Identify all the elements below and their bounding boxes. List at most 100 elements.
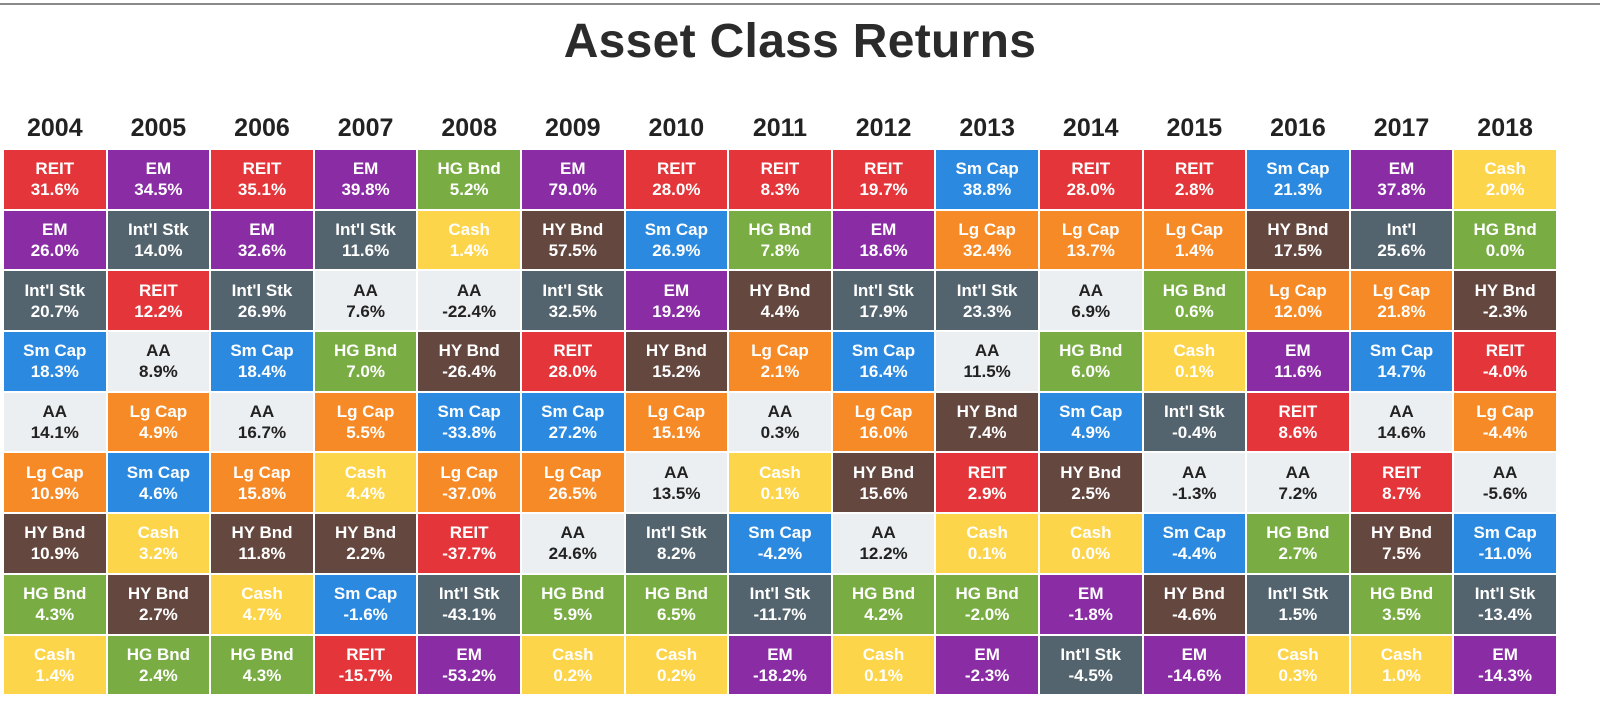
asset-label: Lg Cap <box>233 462 291 482</box>
asset-label: REIT <box>139 280 178 300</box>
asset-label: EM <box>1492 644 1518 664</box>
return-cell: Cash 0.2% <box>520 634 625 696</box>
return-cell: Cash 1.4% <box>417 209 521 271</box>
asset-label: REIT <box>760 159 800 179</box>
return-cell: AA 7.6% <box>313 270 418 332</box>
asset-label: Lg Cap <box>1372 280 1431 300</box>
return-cell: HY Bnd 10.9% <box>3 513 107 574</box>
return-cell: HY Bnd -26.4% <box>417 331 521 392</box>
year-header: 2017 <box>1373 114 1430 142</box>
return-value: 6.9% <box>1071 301 1111 321</box>
return-cell: AA 6.9% <box>1038 270 1143 332</box>
asset-label: EM <box>42 220 68 240</box>
return-value: 8.7% <box>1382 483 1421 503</box>
return-value: -14.3% <box>1478 665 1533 685</box>
return-value: 19.7% <box>859 180 908 200</box>
asset-label: Sm Cap <box>541 402 605 422</box>
return-value: 34.5% <box>134 180 183 200</box>
year-header: 2018 <box>1477 114 1533 142</box>
year-header: 2006 <box>234 114 290 142</box>
asset-label: EM <box>767 644 793 664</box>
asset-label: HG Bnd <box>1059 341 1123 361</box>
return-value: 13.7% <box>1066 241 1115 261</box>
return-value: -26.4% <box>442 362 497 382</box>
return-value: 12.2% <box>859 544 908 564</box>
return-value: -37.0% <box>442 483 497 503</box>
asset-label: Lg Cap <box>1061 220 1120 240</box>
return-value: 32.5% <box>548 301 597 321</box>
return-value: 8.9% <box>139 362 178 382</box>
return-value: 24.6% <box>548 544 597 564</box>
asset-label: Lg Cap <box>958 220 1016 240</box>
asset-label: REIT <box>967 462 1007 482</box>
return-cell: Int'l Stk 26.9% <box>210 270 314 332</box>
asset-label: HG Bnd <box>955 584 1019 604</box>
asset-label: AA <box>1492 462 1518 482</box>
return-cell: REIT 31.6% <box>3 149 107 210</box>
return-value: 4.9% <box>139 423 178 443</box>
asset-label: Sm Cap <box>748 523 812 543</box>
return-value: 4.6% <box>139 483 178 503</box>
return-value: 0.1% <box>967 544 1007 564</box>
return-cell: REIT 8.7% <box>1349 452 1454 514</box>
return-cell: Cash 1.0% <box>1349 634 1454 696</box>
asset-label: EM <box>1181 644 1208 664</box>
return-value: 17.9% <box>859 301 908 321</box>
asset-label: HG Bnd <box>230 644 294 664</box>
asset-label: Lg Cap <box>1165 220 1224 240</box>
return-cell: REIT -37.7% <box>417 513 521 574</box>
return-cell: Sm Cap -4.2% <box>728 513 832 574</box>
asset-label: REIT <box>553 341 593 361</box>
return-cell: HG Bnd 0.6% <box>1142 270 1247 332</box>
asset-label: HY Bnd <box>645 341 707 361</box>
return-value: 7.5% <box>1382 544 1421 564</box>
return-value: 18.6% <box>859 241 908 261</box>
return-cell: Sm Cap 18.3% <box>3 331 107 392</box>
return-value: 16.7% <box>237 423 287 443</box>
year-column: REIT 35.1% EM 32.6% Int'l Stk 26.9% Sm Cap 18.4… <box>210 149 314 696</box>
return-cell: HG Bnd 5.9% <box>520 573 625 635</box>
return-cell: Int'l Stk 8.2% <box>624 513 729 574</box>
return-value: -1.3% <box>1172 483 1217 503</box>
return-value: 14.7% <box>1377 362 1426 382</box>
return-cell: HG Bnd 4.2% <box>831 573 936 635</box>
asset-label: Cash <box>1277 644 1319 664</box>
return-cell: EM 37.8% <box>1349 149 1454 210</box>
return-value: 7.2% <box>1278 483 1318 503</box>
return-value: 7.6% <box>346 301 385 321</box>
return-value: -4.5% <box>1068 665 1113 685</box>
asset-label: Lg Cap <box>854 402 913 422</box>
return-value: -43.1% <box>442 605 497 625</box>
return-value: 2.5% <box>1071 483 1111 503</box>
asset-label: AA <box>353 280 378 300</box>
return-value: 15.6% <box>859 483 908 503</box>
return-value: 26.5% <box>548 483 597 503</box>
return-cell: Sm Cap 38.8% <box>935 149 1039 210</box>
asset-label: Lg Cap <box>336 402 395 422</box>
return-cell: Int'l Stk -43.1% <box>417 573 521 635</box>
return-value: 14.0% <box>134 241 183 261</box>
asset-label: Cash <box>344 462 387 482</box>
asset-label: EM <box>456 644 482 664</box>
return-cell: Sm Cap 4.9% <box>1038 391 1143 453</box>
asset-label: EM <box>145 159 172 179</box>
asset-label: Sm Cap <box>1473 523 1537 543</box>
return-cell: HY Bnd 15.2% <box>624 331 729 392</box>
returns-columns: REIT 31.6% EM 26.0% Int'l Stk 20.7% Sm Cap 18.3… <box>3 149 1557 696</box>
asset-label: Sm Cap <box>1162 523 1226 543</box>
return-cell: Sm Cap -11.0% <box>1453 513 1557 574</box>
return-cell: Sm Cap -33.8% <box>417 391 521 453</box>
return-value: 4.3% <box>35 605 75 625</box>
return-cell: HY Bnd 2.2% <box>313 513 418 574</box>
year-header: 2004 <box>26 114 83 142</box>
asset-label: AA <box>767 402 793 422</box>
asset-label: Int'l Stk <box>542 280 604 300</box>
return-cell: Cash 0.1% <box>1142 331 1247 392</box>
year-header: 2005 <box>130 114 187 142</box>
asset-label: Sm Cap <box>126 462 191 482</box>
asset-label: Cash <box>34 644 76 664</box>
return-value: -4.2% <box>757 544 803 564</box>
return-value: 18.3% <box>30 362 79 382</box>
return-value: 7.0% <box>346 362 385 382</box>
asset-label: HG Bnd <box>23 584 87 604</box>
